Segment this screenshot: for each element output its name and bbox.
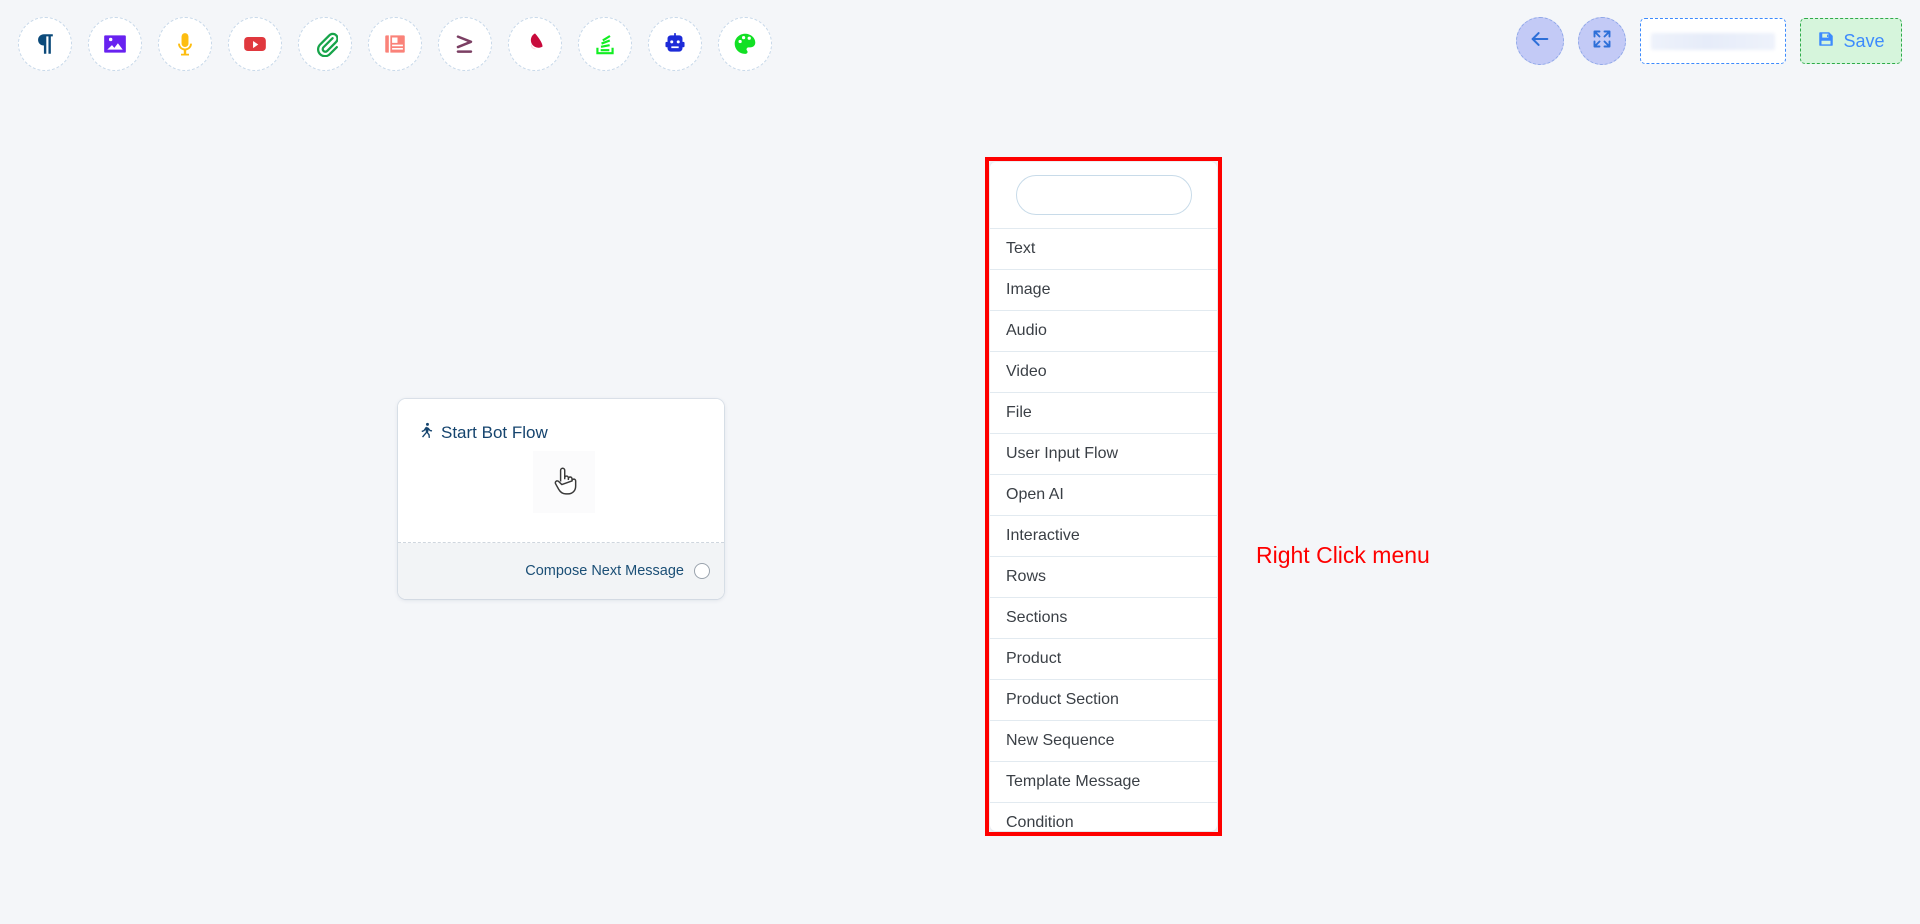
- running-person-icon: [418, 421, 434, 444]
- stack-icon: [592, 31, 618, 57]
- annotation-label: Right Click menu: [1256, 542, 1430, 568]
- context-menu-item[interactable]: Product Section: [990, 679, 1217, 720]
- header-actions: Save: [1516, 8, 1902, 74]
- context-menu-item[interactable]: New Sequence: [990, 720, 1217, 761]
- paperclip-icon: [312, 31, 338, 57]
- droplet-icon: [522, 31, 548, 57]
- context-menu-item[interactable]: Sections: [990, 597, 1217, 638]
- palette-item-audio[interactable]: [158, 17, 212, 71]
- palette-item-sections[interactable]: [578, 17, 632, 71]
- context-menu-item[interactable]: Video: [990, 351, 1217, 392]
- palette-item-user-input-flow[interactable]: [368, 17, 422, 71]
- save-button-label: Save: [1843, 30, 1885, 51]
- palette-icon: [732, 31, 758, 57]
- context-menu-search-input[interactable]: [1015, 175, 1192, 215]
- microphone-icon: [172, 31, 198, 57]
- start-bot-flow-node[interactable]: Start Bot Flow Compose Next Message: [398, 399, 724, 599]
- palette-item-condition[interactable]: [438, 17, 492, 71]
- palette-item-file[interactable]: [298, 17, 352, 71]
- node-palette-toolbar: [0, 0, 1920, 88]
- back-button[interactable]: [1516, 17, 1564, 65]
- context-menu-item[interactable]: Image: [990, 269, 1217, 310]
- compose-next-message-label: Compose Next Message: [525, 563, 684, 579]
- image-icon: [102, 31, 128, 57]
- right-click-context-menu[interactable]: Text Image Audio Video File User Input Flow Op…: [990, 162, 1217, 831]
- context-menu-list: Text Image Audio Video File User Input Flow Op…: [990, 228, 1217, 831]
- floppy-disk-icon: [1817, 30, 1835, 53]
- flow-title-value: [1651, 32, 1775, 50]
- context-menu-item[interactable]: Audio: [990, 310, 1217, 351]
- newspaper-icon: [382, 31, 408, 57]
- context-menu-item[interactable]: Interactive: [990, 515, 1217, 556]
- youtube-icon: [242, 31, 268, 57]
- node-body: Start Bot Flow: [398, 399, 724, 542]
- context-menu-item[interactable]: File: [990, 392, 1217, 433]
- connection-handle[interactable]: [694, 563, 710, 579]
- node-header: Start Bot Flow: [418, 421, 704, 444]
- context-menu-item[interactable]: Condition: [990, 802, 1217, 831]
- palette-item-image[interactable]: [88, 17, 142, 71]
- robot-icon: [662, 31, 688, 57]
- save-button[interactable]: Save: [1800, 18, 1902, 64]
- palette-item-template-message[interactable]: [718, 17, 772, 71]
- palette-item-interactive[interactable]: [648, 17, 702, 71]
- context-menu-item[interactable]: Rows: [990, 556, 1217, 597]
- greater-equal-icon: [452, 31, 478, 57]
- palette-item-text[interactable]: [18, 17, 72, 71]
- node-title-text: Start Bot Flow: [441, 422, 548, 442]
- context-menu-item[interactable]: Text: [990, 228, 1217, 269]
- node-footer: Compose Next Message: [398, 543, 724, 599]
- palette-item-open-ai[interactable]: [508, 17, 562, 71]
- flow-title-input[interactable]: [1640, 18, 1786, 64]
- compress-arrows-icon: [1592, 29, 1612, 54]
- back-arrow-icon: [1529, 28, 1551, 55]
- paragraph-icon: [32, 31, 58, 57]
- palette-item-video[interactable]: [228, 17, 282, 71]
- context-menu-item[interactable]: Open AI: [990, 474, 1217, 515]
- node-divider: [398, 542, 724, 543]
- context-menu-item[interactable]: Product: [990, 638, 1217, 679]
- context-menu-item[interactable]: Template Message: [990, 761, 1217, 802]
- context-menu-search-row: [990, 162, 1217, 228]
- context-menu-item[interactable]: User Input Flow: [990, 433, 1217, 474]
- fit-view-button[interactable]: [1578, 17, 1626, 65]
- pointing-hand-icon: [533, 451, 595, 513]
